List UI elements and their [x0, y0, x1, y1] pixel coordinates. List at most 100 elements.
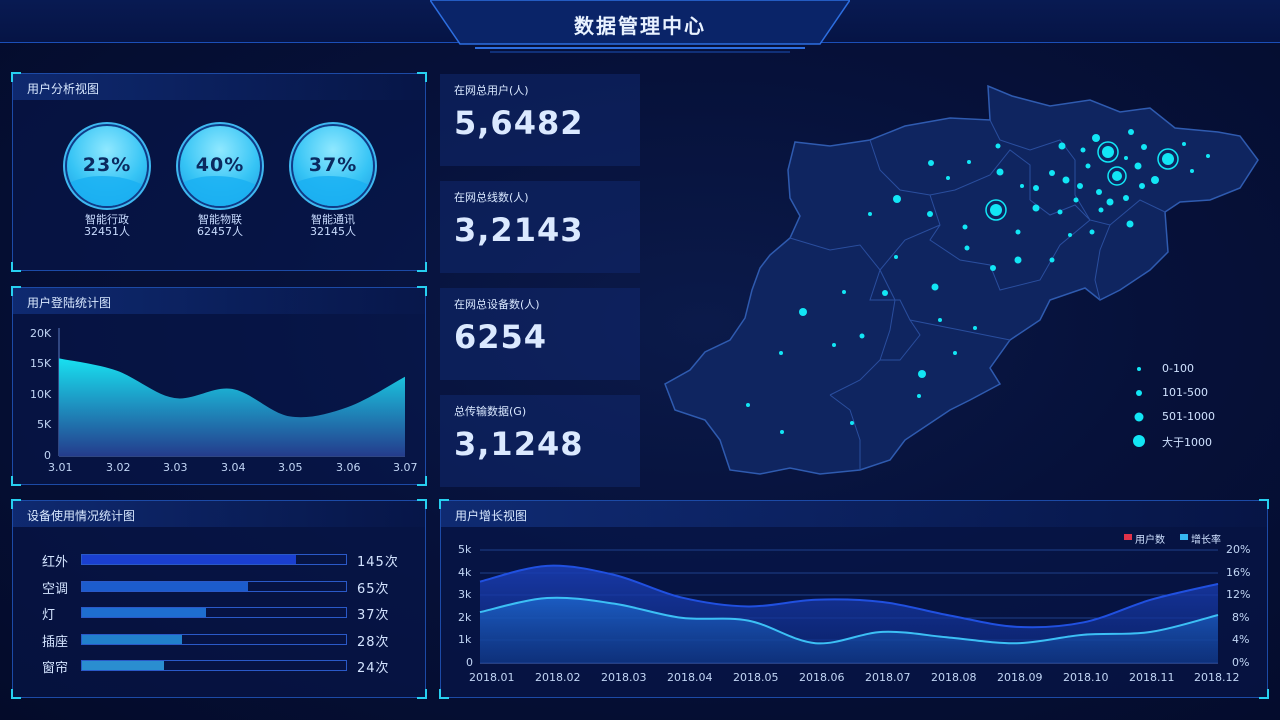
panel-header	[13, 501, 425, 527]
series-users-line	[479, 564, 1219, 629]
x-tick-label: 3.04	[221, 461, 246, 474]
map-data-point	[953, 351, 957, 355]
x-month-label: 2018.08	[931, 671, 977, 684]
y-tick-label: 5K	[37, 418, 52, 431]
x-month-label: 2018.12	[1194, 671, 1240, 684]
legend-swatch-users	[1124, 534, 1132, 540]
x-month-label: 2018.07	[865, 671, 911, 684]
map-data-point	[962, 224, 968, 230]
map-data-point	[1123, 195, 1129, 201]
map-data-point	[990, 265, 996, 271]
corner-mark	[11, 499, 21, 509]
series-rate-area	[480, 597, 1218, 663]
map-legend-label: 501-1000	[1162, 410, 1215, 423]
gauge-percent: 23%	[82, 154, 132, 176]
map-data-point	[1092, 134, 1100, 142]
stat-card-total-users: 在网总用户(人) 5,6482	[440, 74, 640, 166]
gauge-wave	[293, 176, 373, 206]
map-data-point	[1080, 147, 1086, 153]
map-data-point	[842, 290, 846, 294]
map-region-outline	[664, 84, 1259, 475]
x-tick-label: 3.02	[106, 461, 131, 474]
gauge-wave	[180, 176, 260, 206]
corner-mark	[417, 689, 427, 699]
bar-value-label: 37次	[357, 608, 390, 623]
map-data-point	[928, 160, 934, 166]
map-district-borders	[789, 119, 1166, 470]
gauge-name: 智能物联	[198, 213, 242, 226]
corner-mark	[417, 476, 427, 486]
bar-track	[81, 581, 347, 592]
map-hotspot-ring	[985, 199, 1007, 221]
corner-mark	[417, 286, 427, 296]
gauge-wave	[67, 176, 147, 206]
map-data-point	[938, 318, 942, 322]
x-tick-label: 3.03	[163, 461, 188, 474]
map-data-point	[1124, 156, 1128, 160]
map-data-point	[1089, 229, 1095, 235]
map-data-point	[894, 255, 898, 259]
bar-track	[81, 607, 347, 618]
map-data-point	[1033, 185, 1039, 191]
map-data-point	[1058, 142, 1066, 150]
stat-card-total-lines: 在网总线数(人) 3,2143	[440, 181, 640, 273]
x-month-label: 2018.11	[1129, 671, 1175, 684]
gauge-smart-admin: 23%	[67, 126, 147, 206]
x-tick-label: 3.01	[48, 461, 73, 474]
corner-mark	[11, 262, 21, 272]
map-data-point	[927, 211, 933, 217]
corner-mark	[417, 262, 427, 272]
map-data-point	[1106, 198, 1114, 206]
gauge-name: 智能通讯	[311, 213, 355, 226]
bar-track	[81, 634, 347, 645]
bar-category-label: 窗帘	[42, 661, 69, 676]
gauge-count: 62457人	[197, 225, 243, 238]
corner-mark	[417, 72, 427, 82]
gauge-name: 智能行政	[85, 213, 129, 226]
legend-dot-medium	[1136, 390, 1142, 396]
map-data-point	[996, 168, 1004, 176]
login-area-series	[59, 358, 405, 456]
panel-header	[13, 74, 425, 100]
map-data-point	[1162, 153, 1174, 165]
map-data-point	[1077, 183, 1083, 189]
stat-label: 总传输数据(G)	[454, 405, 527, 418]
map-data-point	[1032, 204, 1040, 212]
x-month-label: 2018.03	[601, 671, 647, 684]
map-data-point	[964, 245, 970, 251]
bar-fill-curtain	[82, 661, 164, 670]
gauge-label: 智能行政 32451人	[52, 214, 162, 238]
bar-category-label: 插座	[42, 635, 69, 650]
map-data-point	[1020, 184, 1024, 188]
map-data-point	[1068, 233, 1072, 237]
corner-mark	[1259, 499, 1269, 509]
bar-track	[81, 660, 347, 671]
page-title: 数据管理中心	[574, 14, 706, 38]
bar-value-label: 28次	[357, 635, 390, 650]
map-data-point	[832, 343, 836, 347]
map-data-point	[1049, 257, 1055, 263]
map-data-point	[1073, 197, 1079, 203]
map-hotspot-ring	[1157, 148, 1179, 170]
bar-fill-infrared	[82, 555, 296, 564]
y-right-tick: 0%	[1232, 656, 1250, 669]
x-month-label: 2018.02	[535, 671, 581, 684]
gauge-percent: 37%	[308, 154, 358, 176]
map-hotspot-ring	[1107, 166, 1127, 186]
y-right-tick: 12%	[1226, 588, 1251, 601]
map-legend-label: 101-500	[1162, 386, 1208, 399]
y-left-tick: 4k	[458, 566, 472, 579]
gauge-percent: 40%	[195, 154, 245, 176]
stat-value: 5,6482	[454, 104, 584, 142]
map-data-point	[1057, 209, 1063, 215]
y-tick-label: 20K	[30, 327, 52, 340]
map-data-point	[780, 430, 784, 434]
map-data-point	[1085, 163, 1091, 169]
y-right-tick: 4%	[1232, 633, 1250, 646]
y-right-tick: 8%	[1232, 611, 1250, 624]
corner-mark	[417, 499, 427, 509]
bar-track	[81, 554, 347, 565]
map-data-point	[868, 212, 872, 216]
